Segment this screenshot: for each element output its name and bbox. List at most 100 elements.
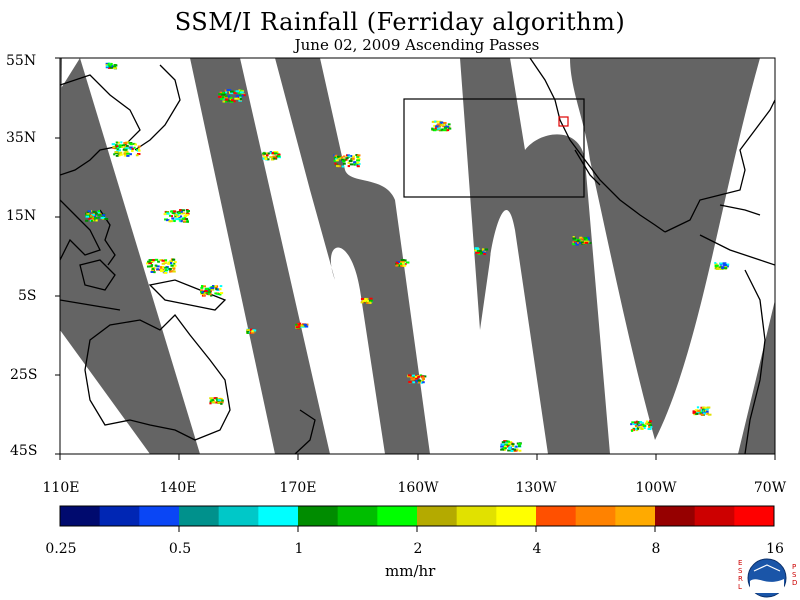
- map-subtitle: June 02, 2009 Ascending Passes: [294, 36, 540, 54]
- rain-pixel: [334, 162, 337, 165]
- rain-pixel: [129, 146, 133, 149]
- rain-pixel: [137, 145, 141, 148]
- rain-pixel: [215, 287, 218, 290]
- colorbar-swatch: [377, 506, 418, 526]
- rain-pixel: [422, 378, 426, 381]
- rain-pixel: [170, 210, 173, 213]
- rain-pixel: [639, 425, 643, 428]
- rain-pixel: [411, 374, 416, 377]
- rain-pixel: [185, 218, 188, 221]
- rain-pixel: [272, 155, 277, 158]
- rain-pixel: [118, 151, 123, 154]
- rain-pixel: [297, 323, 301, 326]
- rain-pixel: [163, 271, 168, 274]
- rain-pixel: [336, 155, 340, 158]
- rain-pixel: [362, 299, 367, 302]
- colorbar-swatch: [615, 506, 656, 526]
- rain-pixel: [277, 156, 282, 159]
- rain-pixel: [649, 423, 652, 426]
- rain-pixel: [156, 268, 160, 271]
- rain-pixel: [118, 145, 122, 148]
- swath-gap: [60, 58, 200, 454]
- rain-pixel: [164, 259, 168, 262]
- colorbar-swatch: [337, 506, 378, 526]
- rain-pixel: [227, 95, 231, 98]
- rain-pixel: [249, 328, 254, 331]
- rain-pixel: [432, 129, 437, 132]
- rain-pixel: [230, 92, 235, 95]
- rain-pixel: [438, 128, 441, 131]
- rain-pixel: [93, 217, 98, 220]
- rain-pixel: [172, 212, 176, 215]
- rain-pixel: [241, 90, 245, 93]
- colorbar-swatch: [694, 506, 735, 526]
- rain-pixel: [277, 153, 281, 156]
- rain-pixel: [639, 421, 643, 424]
- rain-pixel: [116, 145, 119, 148]
- rain-pixel: [129, 143, 133, 146]
- rain-pixel: [248, 331, 251, 334]
- rain-pixel: [95, 219, 98, 222]
- rain-pixel: [224, 98, 229, 101]
- rain-pixel: [134, 143, 137, 146]
- rain-pixel: [120, 141, 123, 144]
- rain-pixel: [436, 123, 441, 126]
- rain-pixel: [448, 127, 452, 130]
- rain-pixel: [209, 400, 214, 403]
- rain-pixel: [475, 251, 480, 254]
- colorbar-swatch: [99, 506, 140, 526]
- rain-pixel: [369, 297, 373, 300]
- lon-label-130w: 130W: [515, 480, 557, 496]
- rain-pixel: [125, 147, 129, 150]
- rain-pixel: [342, 162, 346, 165]
- rain-pixel: [164, 266, 168, 269]
- rain-pixel: [580, 241, 584, 244]
- rain-pixel: [503, 445, 508, 448]
- rain-pixel: [150, 270, 155, 273]
- rain-pixel: [572, 237, 577, 240]
- rain-pixel: [123, 148, 128, 151]
- rain-pixel: [434, 127, 438, 130]
- rain-pixel: [246, 329, 250, 332]
- rain-pixel: [230, 99, 234, 102]
- rain-pixel: [417, 379, 421, 382]
- rain-pixel: [343, 159, 346, 162]
- rain-pixel: [707, 413, 712, 416]
- rain-pixel: [503, 440, 507, 443]
- rain-pixel: [437, 120, 442, 123]
- rain-pixel: [503, 448, 506, 451]
- rain-pixel: [697, 411, 700, 414]
- rain-pixel: [176, 218, 181, 221]
- rain-pixel: [174, 213, 178, 216]
- rain-pixel: [85, 215, 89, 218]
- colorbar-swatch: [417, 506, 458, 526]
- rain-pixel: [91, 216, 95, 219]
- rain-pixel: [412, 381, 416, 384]
- rain-pixel: [274, 155, 279, 158]
- rain-pixel: [414, 375, 417, 378]
- rain-pixel: [229, 91, 232, 94]
- rain-pixel: [474, 249, 477, 252]
- rain-pixel: [714, 263, 718, 266]
- rain-pixel: [693, 413, 697, 416]
- colorbar-label-0.5: 0.5: [168, 541, 192, 557]
- rain-pixel: [436, 124, 440, 127]
- rain-pixel: [230, 90, 234, 93]
- rain-pixel: [114, 151, 118, 154]
- rain-pixel: [350, 154, 353, 157]
- rain-pixel: [239, 98, 243, 101]
- rain-pixel: [263, 155, 267, 158]
- rain-pixel: [219, 293, 222, 296]
- rain-pixel: [225, 91, 228, 94]
- rain-pixel: [644, 422, 649, 425]
- rain-pixel: [356, 162, 361, 165]
- rain-pixel: [221, 96, 224, 99]
- rain-pixel: [335, 158, 338, 161]
- rain-pixel: [272, 151, 276, 154]
- rain-pixel: [185, 213, 189, 216]
- colorbar-label-0.25: 0.25: [45, 541, 77, 557]
- rain-pixel: [169, 270, 172, 273]
- rain-pixel: [415, 379, 419, 382]
- rain-pixel: [214, 292, 217, 295]
- colorbar-swatch: [496, 506, 537, 526]
